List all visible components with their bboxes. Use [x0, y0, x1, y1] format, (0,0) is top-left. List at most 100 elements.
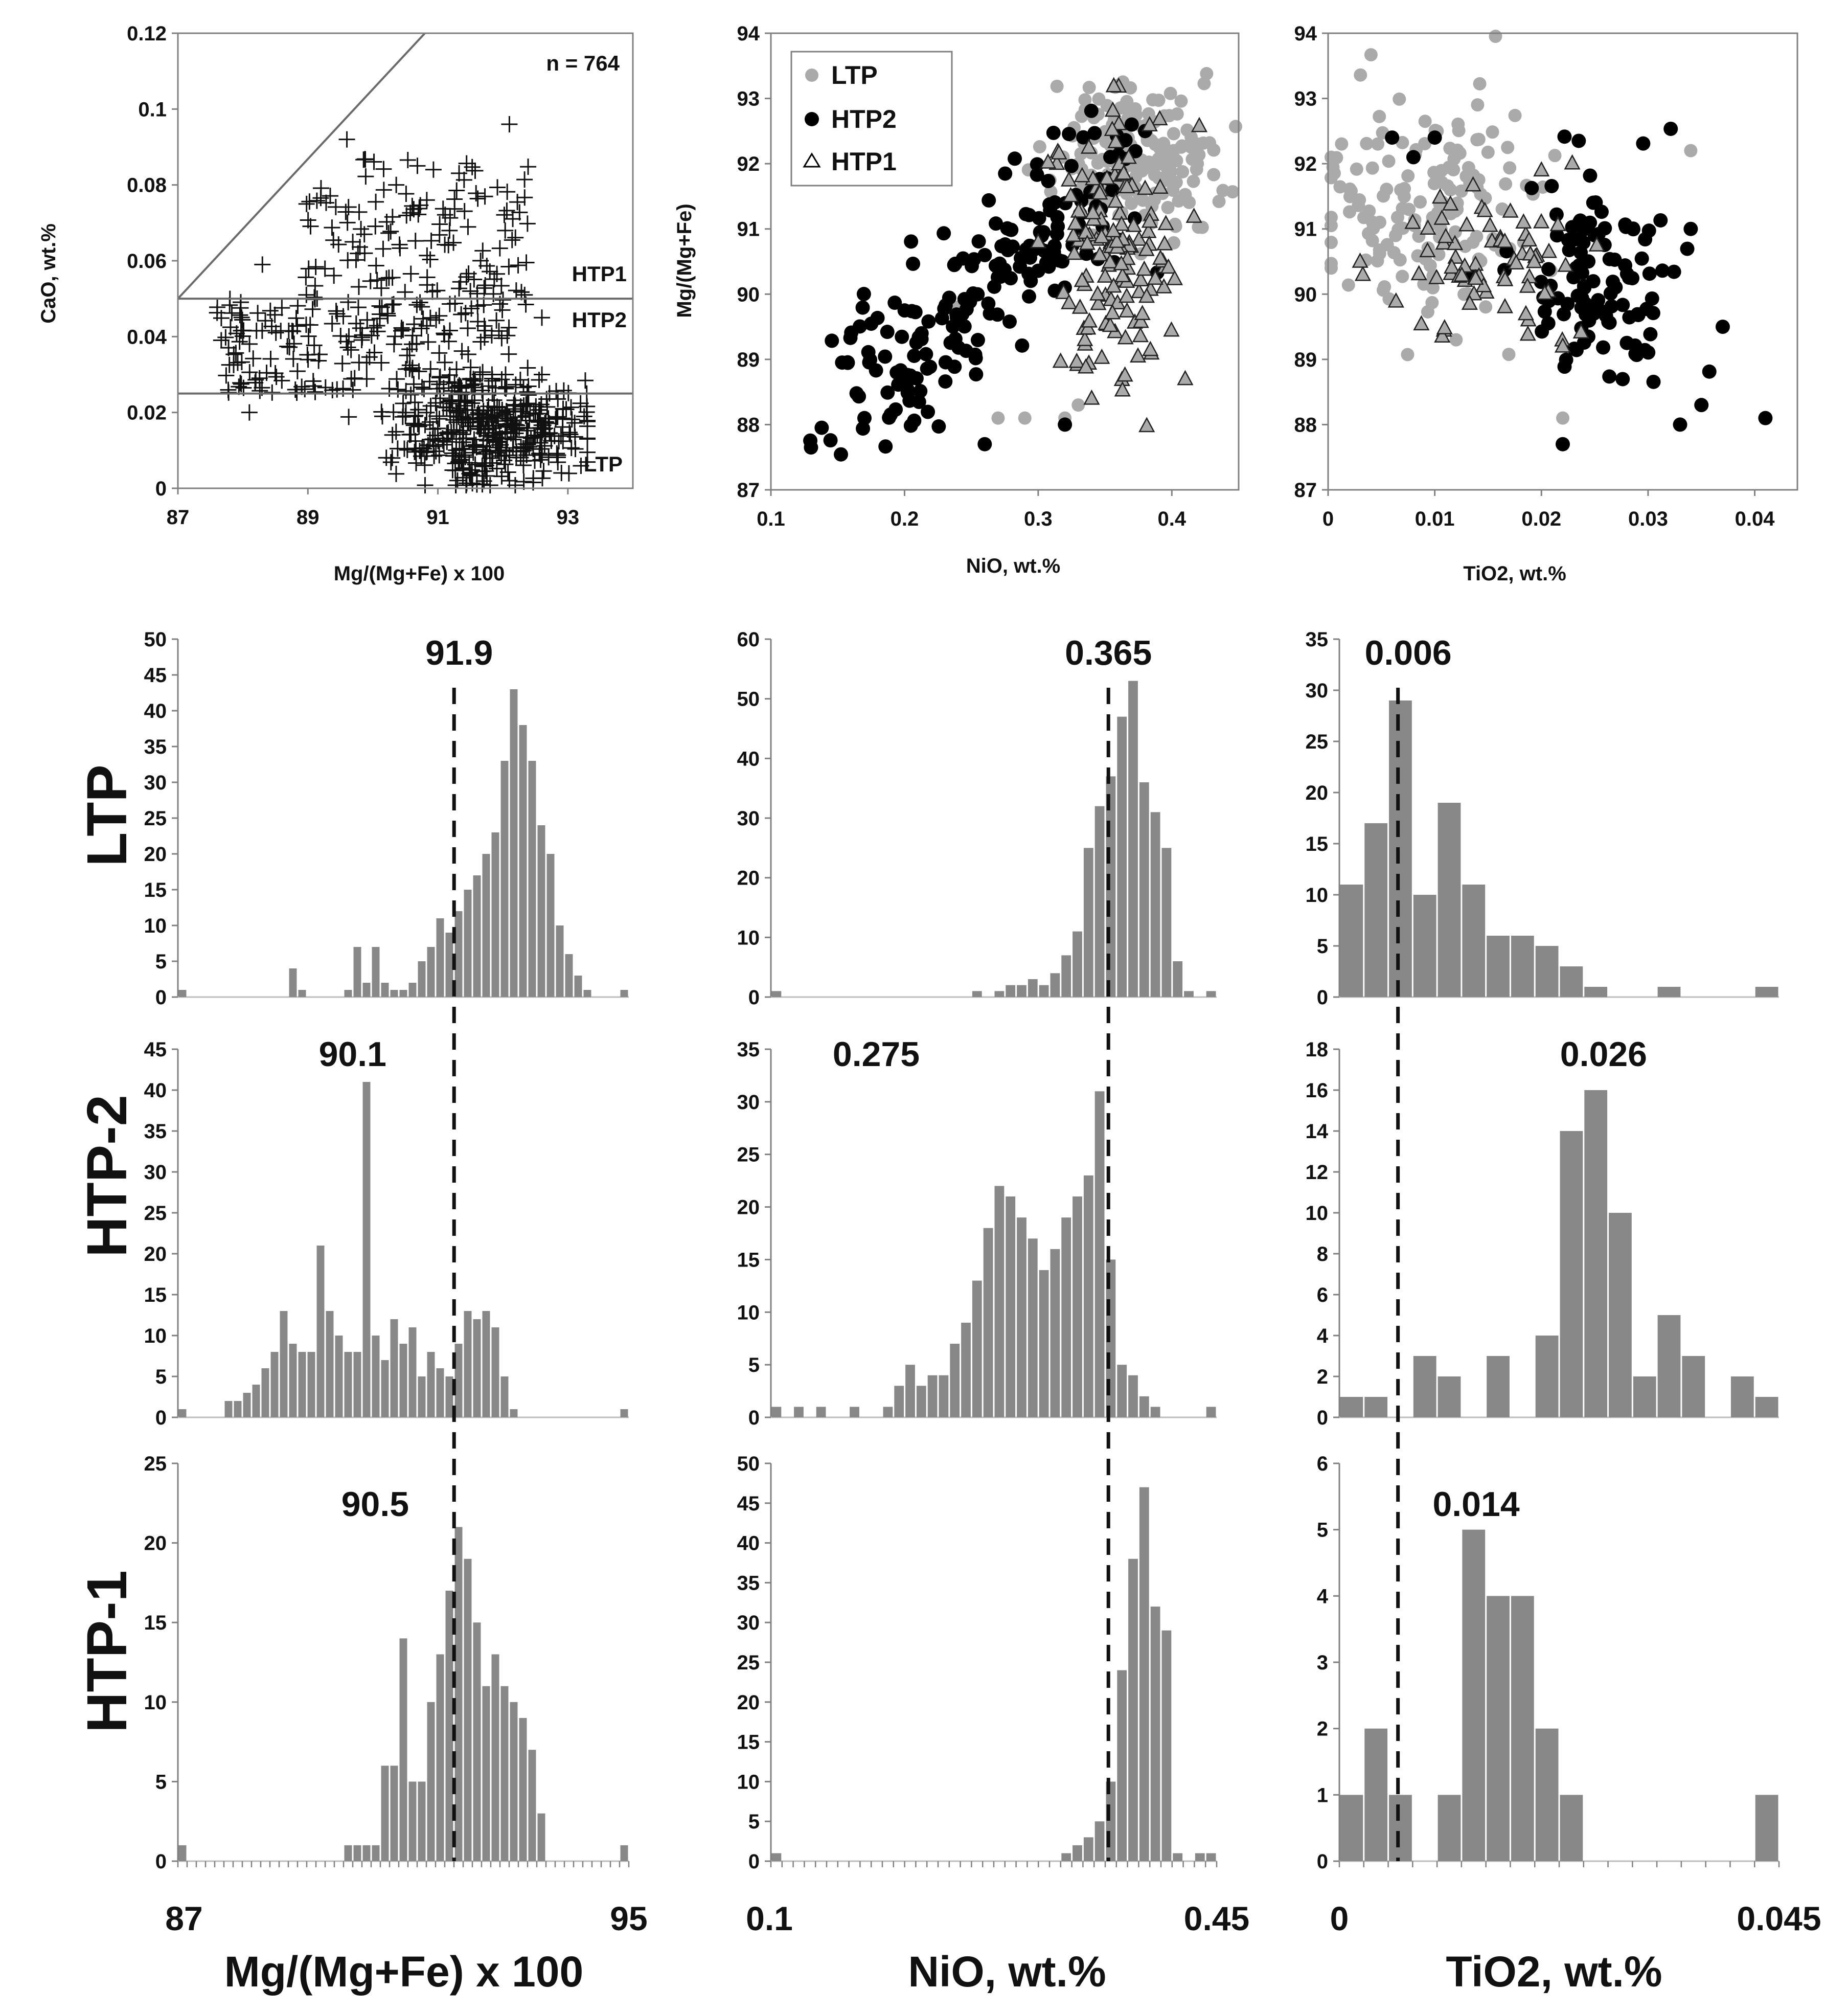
- sc2-xtick-label: 0.4: [1157, 508, 1186, 530]
- sc3-point-htp2: [1406, 150, 1421, 165]
- sc2-point-htp1: [1107, 132, 1124, 148]
- sc3-point-htp1: [1525, 253, 1543, 268]
- hist-nio-htp2-bar: [961, 1322, 971, 1417]
- hist-mg-htp2-bar: [335, 1336, 343, 1417]
- sc2-point-ltp: [1190, 163, 1203, 176]
- hist-tio2-htp2-bar: [1340, 1397, 1363, 1417]
- sc1-point-ltp: [505, 440, 521, 457]
- sc2-point-ltp: [1174, 94, 1188, 108]
- hist-nio-htp2-bar: [927, 1375, 938, 1417]
- hist-mg-ltp-bar: [583, 990, 591, 997]
- sc2-point-htp1: [1079, 234, 1096, 250]
- sc1-point-htp2: [235, 322, 252, 339]
- hist-mg-htp1-bar: [381, 1766, 389, 1861]
- sc2-point-htp2: [834, 447, 849, 462]
- hist-nio-htp2-bar: [1117, 1365, 1127, 1417]
- sc2-point-htp2: [948, 256, 963, 271]
- sc1-point-htp1: [448, 182, 465, 199]
- sc3-point-ltp: [1684, 144, 1698, 157]
- hist-mg-htp2-bar: [178, 1409, 187, 1417]
- sc3-point-ltp: [1394, 183, 1408, 197]
- hist-mg-htp2-bar: [491, 1327, 499, 1417]
- sc1-point-htp2: [286, 335, 303, 352]
- hist-nio-ltp-bar: [994, 991, 1005, 997]
- sc3-point-ltp: [1325, 261, 1338, 275]
- sc1-point-htp1: [402, 265, 419, 282]
- sc3-point-htp1: [1533, 161, 1550, 177]
- hist-tio2-ltp-bar: [1462, 885, 1486, 997]
- hist-mg-htp1-bar: [436, 1654, 444, 1861]
- sc1-point-htp2: [350, 299, 367, 316]
- sc1-point-htp2: [241, 335, 258, 352]
- hist-mg-htp2-bar: [473, 1319, 481, 1417]
- sc2-point-htp1: [1081, 312, 1098, 328]
- hist-nio-ltp-peak-label: 0.365: [1065, 634, 1152, 672]
- hist-tio2-htp1-bar: [1511, 1596, 1534, 1861]
- sc2-point-ltp: [1200, 66, 1214, 80]
- hist-nio-ltp-ytick-label: 60: [737, 628, 760, 651]
- legend-htp1-label: HTP1: [831, 147, 897, 176]
- hist-mg-htp2-bar: [408, 1327, 417, 1417]
- hist-nio-htp1-bar: [1173, 1853, 1183, 1861]
- hist-mg-ltp-ytick-label: 5: [155, 951, 167, 973]
- sc3-point-htp2: [1602, 369, 1617, 384]
- reference-dashes: [452, 688, 1400, 1861]
- hist-nio-htp2-bar: [950, 1344, 960, 1417]
- sc3-point-htp1: [1481, 216, 1498, 232]
- sc2-point-htp1: [1119, 302, 1135, 318]
- hist-nio-ltp-ytick-label: 0: [748, 986, 760, 1009]
- hist-tio2-htp2-ytick-label: 8: [1317, 1243, 1328, 1265]
- sc1-point-htp2: [233, 376, 249, 393]
- sc1-point-htp1: [435, 200, 451, 217]
- hist-tio2-htp2-ytick-label: 4: [1317, 1325, 1329, 1347]
- sc1-point-ltp: [498, 403, 515, 420]
- sc2-point-htp2: [1058, 417, 1073, 432]
- x-nio-min: 0.1: [746, 1900, 793, 1937]
- sc1-point-htp2: [267, 365, 284, 381]
- sc2-point-htp2: [903, 418, 918, 433]
- sc1-point-htp1: [511, 204, 528, 221]
- hist-nio-ltp-bar: [1094, 806, 1105, 997]
- sc1-point-ltp: [431, 376, 448, 393]
- sc2-point-htp1: [1040, 153, 1057, 169]
- sc1-point-ltp: [563, 440, 580, 457]
- sc1-point-ltp: [562, 426, 579, 443]
- sc1-point-htp1: [451, 165, 468, 182]
- sc2-point-htp1: [1131, 283, 1148, 299]
- sc1-point-htp1: [378, 270, 395, 287]
- sc1-point-htp1: [419, 269, 436, 286]
- sc2-point-htp1: [1129, 347, 1147, 363]
- sc3-point-htp1: [1515, 213, 1532, 229]
- sc1-point-htp1: [375, 240, 392, 257]
- hist-mg-ltp-ytick-label: 0: [155, 986, 167, 1009]
- sc1-point-htp2: [472, 333, 489, 350]
- hist-tio2-ltp-peak-label: 0.006: [1365, 634, 1452, 672]
- sc2-point-htp2: [1021, 289, 1036, 304]
- hist-tio2-htp2-bar: [1609, 1213, 1632, 1417]
- sc3-point-ltp: [1459, 169, 1473, 183]
- sc2-point-ltp: [1125, 196, 1138, 210]
- hist-mg-htp2-ytick-label: 10: [144, 1325, 167, 1347]
- sc1-point-ltp: [497, 423, 514, 440]
- hist-mg-htp1-panel: 0 5 10 15 20 25 90.5: [144, 1453, 630, 1873]
- hist-tio2-ltp-ytick-label: 15: [1306, 833, 1329, 855]
- sc3-point-ltp: [1508, 108, 1522, 122]
- sc1-point-ltp: [394, 409, 411, 425]
- sc1-point-htp2: [390, 381, 406, 398]
- sc1-point-htp2: [262, 350, 279, 367]
- sc3-point-htp1: [1475, 277, 1492, 292]
- sc1-ylabel: CaO, wt.%: [37, 223, 60, 324]
- sc1-point-htp1: [397, 284, 414, 301]
- sc3-point-htp2: [1680, 241, 1695, 256]
- sc2-point-ltp: [1172, 194, 1185, 208]
- hist-mg-htp2-panel: 0 5 10 15 20 25 30 35 40 45 90.1: [144, 1035, 629, 1429]
- sc1-point-ltp: [518, 396, 535, 413]
- hist-nio-htp2-ytick-label: 30: [737, 1091, 760, 1114]
- hist-mg-htp2-bar: [344, 1352, 352, 1417]
- hist-nio-htp1-ytick-label: 10: [737, 1771, 760, 1793]
- sc3-point-htp2: [1602, 252, 1617, 266]
- sc1-point-ltp: [444, 445, 461, 462]
- title-mg: Mg/(Mg+Fe) x 100: [224, 1948, 583, 1996]
- sc1-point-ltp: [499, 410, 516, 426]
- hist-mg-htp2-bar: [270, 1352, 279, 1417]
